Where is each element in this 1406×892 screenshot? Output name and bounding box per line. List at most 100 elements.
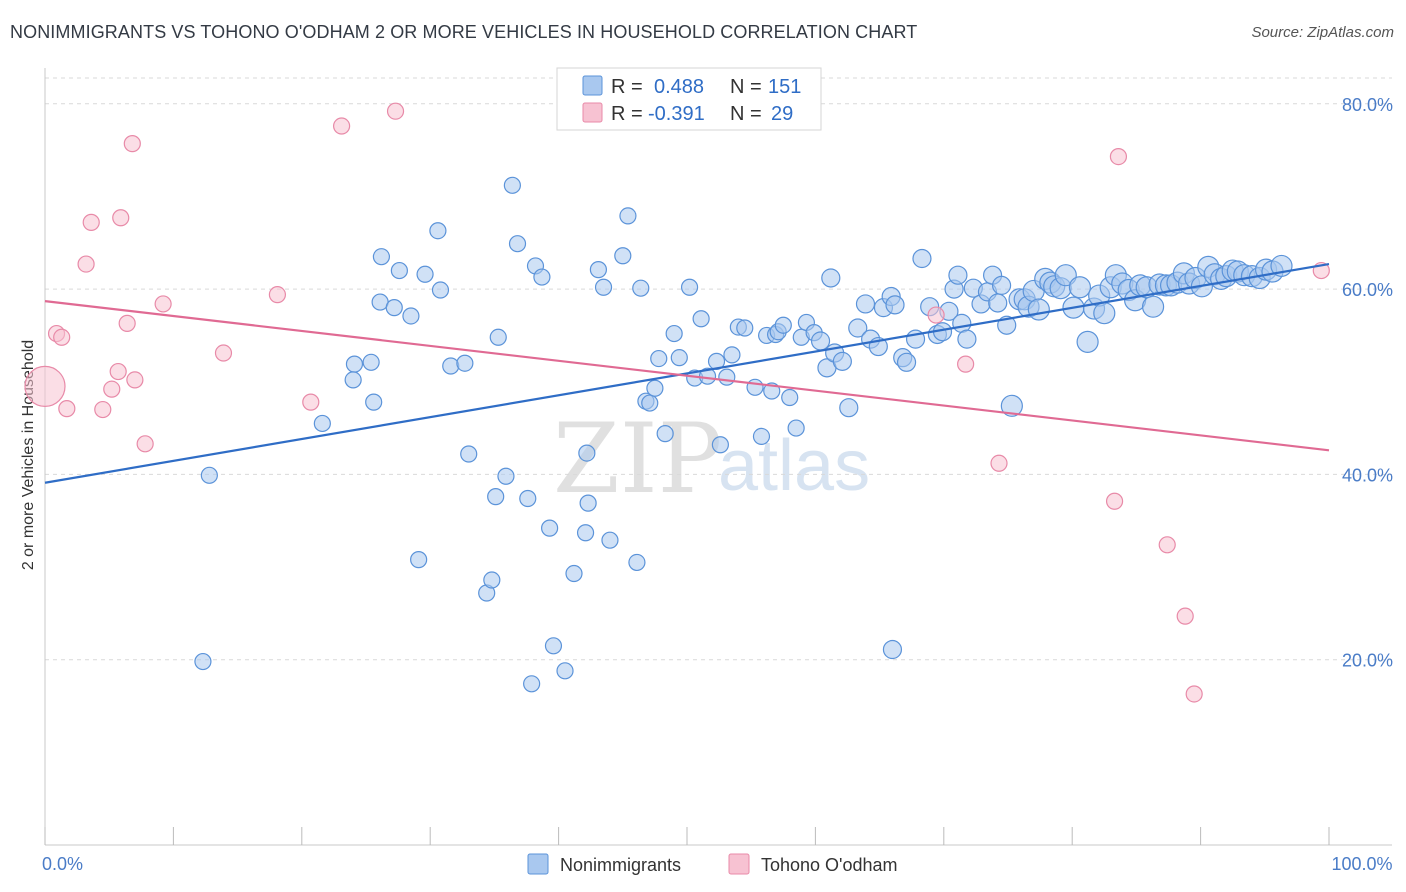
nonimmigrants-point-31 [544, 637, 563, 655]
watermark-atlas: atlas [718, 426, 870, 506]
y-tick-label-20: 20.0% [1342, 651, 1393, 671]
nonimmigrants-point-35 [579, 494, 597, 512]
nonimmigrants-point-12 [410, 551, 428, 569]
watermark-zip: ZIP [553, 403, 722, 515]
tohono-oodham-point-16 [268, 286, 287, 304]
tohono-oodham-point-21 [957, 355, 975, 373]
nonimmigrants-point-26 [519, 489, 537, 508]
nonimmigrants-point-32 [556, 662, 574, 680]
nonimmigrants-point-77 [832, 351, 852, 371]
nonimmigrants-point-15 [431, 281, 450, 299]
y-tick-labels: 20.0% 40.0% 60.0% 80.0% [1342, 95, 1393, 671]
legend-label-nonimmigrants: Nonimmigrants [560, 855, 681, 875]
tohono-oodham-point-23 [1105, 492, 1124, 510]
nonimmigrants-point-80 [855, 294, 876, 314]
tohono-oodham-point-10 [118, 314, 136, 332]
nonimmigrants-point-110 [1027, 298, 1050, 321]
nonimmigrants-point-39 [601, 531, 619, 549]
stats-swatch-pink [582, 102, 603, 123]
nonimmigrants-point-24 [503, 176, 521, 194]
source-credit: Source: ZipAtlas.com [1251, 24, 1394, 41]
tohono-oodham-point-26 [1176, 607, 1194, 625]
nonimmigrants-point-46 [646, 379, 664, 397]
tohono-oodham-point-2 [53, 328, 71, 346]
nonimmigrants-point-58 [723, 346, 741, 364]
legend-swatch-nonimmigrants [527, 853, 549, 875]
y-tick-label-40: 40.0% [1342, 465, 1393, 485]
chart-title: NONIMMIGRANTS VS TOHONO O'ODHAM 2 OR MOR… [10, 22, 918, 42]
stats-legend-box: R = 0.488 N = 151 R = -0.391 N = 29 [556, 67, 822, 131]
nonimmigrants-point-50 [670, 349, 688, 367]
stats-n-label-1: N = [730, 76, 762, 98]
nonimmigrants-point-48 [656, 425, 674, 443]
data-points [24, 102, 1330, 703]
nonimmigrants-point-2 [313, 414, 331, 433]
nonimmigrants-point-13 [416, 265, 434, 283]
nonimmigrants-point-45 [641, 394, 659, 412]
tohono-oodham-point-20 [927, 306, 945, 324]
y-tick-label-80: 80.0% [1342, 95, 1393, 115]
nonimmigrants-point-115 [1054, 264, 1077, 287]
legend-swatch-tohono-oodham [728, 853, 750, 875]
nonimmigrants-point-37 [589, 261, 608, 279]
tohono-oodham-point-22 [990, 454, 1008, 472]
nonimmigrants-point-41 [619, 207, 637, 225]
nonimmigrants-point-67 [774, 316, 792, 334]
nonimmigrants-point-53 [692, 310, 710, 328]
stats-n-label-2: N = [730, 103, 762, 125]
nonimmigrants-point-40 [614, 247, 632, 265]
tohono-oodham-point-24 [1109, 148, 1128, 166]
tohono-oodham-point-9 [112, 209, 130, 227]
tohono-oodham-point-5 [82, 213, 100, 231]
tohono-oodham-point-13 [136, 435, 154, 453]
nonimmigrants-point-57 [718, 368, 736, 386]
nonimmigrants-point-150 [882, 639, 903, 660]
tohono-oodham-point-12 [126, 371, 144, 389]
nonimmigrants-point-36 [576, 524, 595, 542]
nonimmigrants-point-117 [1068, 276, 1092, 299]
tohono-oodham-point-14 [154, 295, 172, 313]
nonimmigrants-point-18 [460, 445, 478, 463]
tohono-oodham-point-3 [58, 400, 76, 418]
nonimmigrants-point-68 [781, 388, 799, 407]
nonimmigrants-point-102 [988, 293, 1008, 313]
nonimmigrants-point-20 [483, 571, 501, 589]
nonimmigrants-point-38 [594, 278, 613, 296]
nonimmigrants-point-25 [508, 235, 527, 253]
nonimmigrants-point-56 [711, 436, 729, 454]
nonimmigrants-point-105 [1000, 394, 1023, 417]
nonimmigrants-point-17 [456, 354, 474, 372]
nonimmigrants-point-61 [746, 378, 764, 396]
nonimmigrants-point-23 [497, 467, 515, 485]
nonimmigrants-point-95 [948, 265, 968, 285]
nonimmigrants-point-89 [912, 248, 932, 269]
nonimmigrants-point-10 [390, 261, 408, 280]
nonimmigrants-point-21 [487, 488, 505, 506]
nonimmigrants-point-8 [372, 248, 391, 266]
tohono-oodham-point-4 [77, 255, 95, 273]
nonimmigrants-point-11 [402, 307, 420, 325]
axes [44, 68, 1392, 846]
tohono-oodham-point-27 [1185, 685, 1203, 703]
tohono-oodham-point-18 [333, 117, 351, 135]
nonimmigrants-point-121 [1093, 302, 1116, 325]
nonimmigrants-point-78 [839, 398, 859, 418]
stats-n-value-1: 151 [768, 76, 801, 98]
nonimmigrants-point-79 [848, 318, 868, 338]
nonimmigrants-point-97 [957, 329, 977, 349]
nonimmigrants-point-29 [533, 268, 551, 286]
nonimmigrants-point-30 [541, 519, 559, 537]
nonimmigrants-point-9 [385, 299, 403, 317]
nonimmigrants-point-27 [523, 675, 541, 693]
nonimmigrants-point-22 [489, 328, 507, 346]
stats-r-value-1: 0.488 [654, 76, 704, 98]
nonimmigrants-point-43 [632, 279, 650, 297]
x-tick-label-0: 0.0% [42, 854, 83, 874]
nonimmigrants-point-47 [650, 349, 668, 368]
stats-swatch-blue [582, 75, 603, 96]
tohono-oodham-point-0 [24, 365, 66, 407]
nonimmigrants-point-42 [628, 553, 646, 572]
nonimmigrants-trend-line [44, 262, 1330, 484]
stats-r-value-2: -0.391 [648, 103, 705, 125]
